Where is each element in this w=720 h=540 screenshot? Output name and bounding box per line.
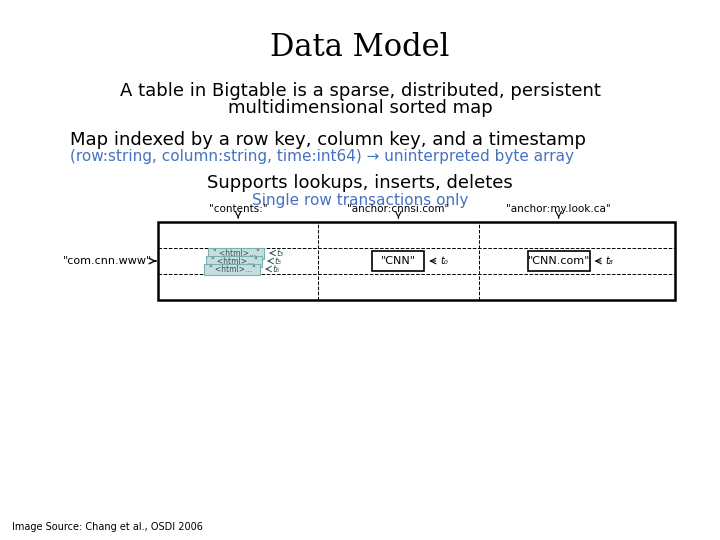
Text: "anchor:my.look.ca": "anchor:my.look.ca" <box>506 204 611 214</box>
Text: "com.cnn.www": "com.cnn.www" <box>63 256 152 266</box>
Bar <box>158 222 675 300</box>
Bar <box>372 251 424 271</box>
Text: t₈: t₈ <box>606 256 613 266</box>
Text: "CNN": "CNN" <box>381 256 416 266</box>
Bar <box>206 255 262 267</box>
Text: Image Source: Chang et al., OSDI 2006: Image Source: Chang et al., OSDI 2006 <box>12 522 203 532</box>
Text: " <html>...": " <html>..." <box>209 265 256 273</box>
Text: "CNN.com": "CNN.com" <box>528 256 590 266</box>
Text: Map indexed by a row key, column key, and a timestamp: Map indexed by a row key, column key, an… <box>70 131 586 149</box>
Text: t₅: t₅ <box>274 256 282 266</box>
Text: " <html>...": " <html>..." <box>211 256 258 266</box>
Text: Data Model: Data Model <box>270 32 450 64</box>
Bar <box>204 264 260 274</box>
Bar <box>528 251 590 271</box>
Text: Supports lookups, inserts, deletes: Supports lookups, inserts, deletes <box>207 174 513 192</box>
Text: multidimensional sorted map: multidimensional sorted map <box>228 99 492 117</box>
Text: "anchor:cnnsi.com": "anchor:cnnsi.com" <box>347 204 449 214</box>
Bar <box>208 247 264 259</box>
Text: "contents:": "contents:" <box>209 204 267 214</box>
Text: A table in Bigtable is a sparse, distributed, persistent: A table in Bigtable is a sparse, distrib… <box>120 82 600 100</box>
Text: Single row transactions only: Single row transactions only <box>252 192 468 207</box>
Text: t₃: t₃ <box>276 248 283 258</box>
Text: " <html>...": " <html>..." <box>213 248 259 258</box>
Text: t₀: t₀ <box>441 256 448 266</box>
Text: (row:string, column:string, time:int64) → uninterpreted byte array: (row:string, column:string, time:int64) … <box>70 150 574 165</box>
Text: t₆: t₆ <box>272 265 279 273</box>
